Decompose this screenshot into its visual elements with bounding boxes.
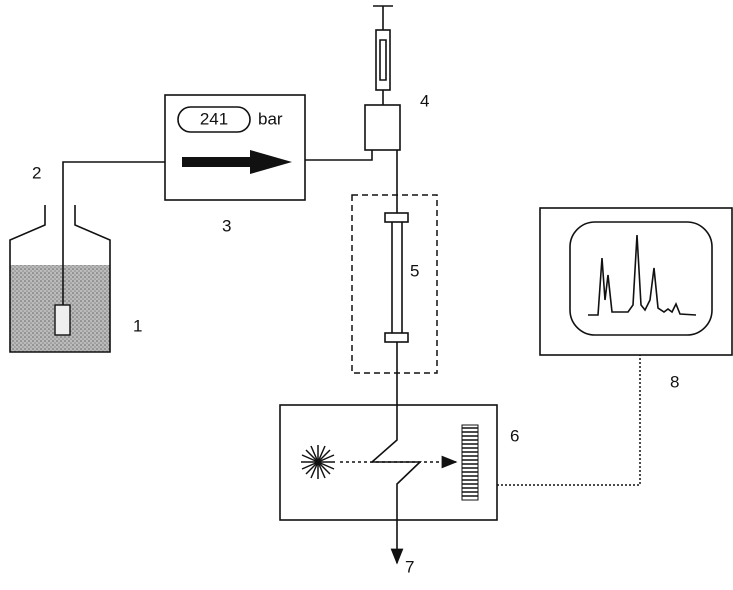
recorder	[539, 207, 733, 356]
injector	[364, 5, 401, 151]
label: 6	[510, 426, 519, 445]
pump: 241 bar	[164, 94, 306, 201]
detector	[279, 404, 498, 521]
label: 5	[410, 261, 419, 280]
flow-line	[369, 150, 422, 563]
label: 3	[222, 216, 231, 235]
label: 8	[670, 372, 679, 391]
pressure-unit: bar	[258, 109, 283, 128]
label: 4	[420, 91, 429, 110]
label: 1	[133, 316, 142, 335]
tube	[305, 150, 373, 161]
column	[351, 194, 438, 374]
inlet-tube	[62, 161, 165, 305]
pressure-value: 241	[200, 109, 228, 128]
label: 2	[32, 163, 41, 182]
signal-cable	[497, 355, 641, 486]
reservoir	[9, 205, 111, 353]
label: 7	[405, 557, 414, 576]
